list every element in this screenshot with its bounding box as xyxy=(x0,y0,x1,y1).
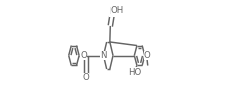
Text: O: O xyxy=(144,51,151,60)
Text: HO: HO xyxy=(128,67,141,77)
Text: N: N xyxy=(109,7,116,16)
Text: O: O xyxy=(80,51,87,60)
Text: O: O xyxy=(82,73,89,82)
Text: N: N xyxy=(100,51,107,60)
Text: OH: OH xyxy=(111,6,124,15)
